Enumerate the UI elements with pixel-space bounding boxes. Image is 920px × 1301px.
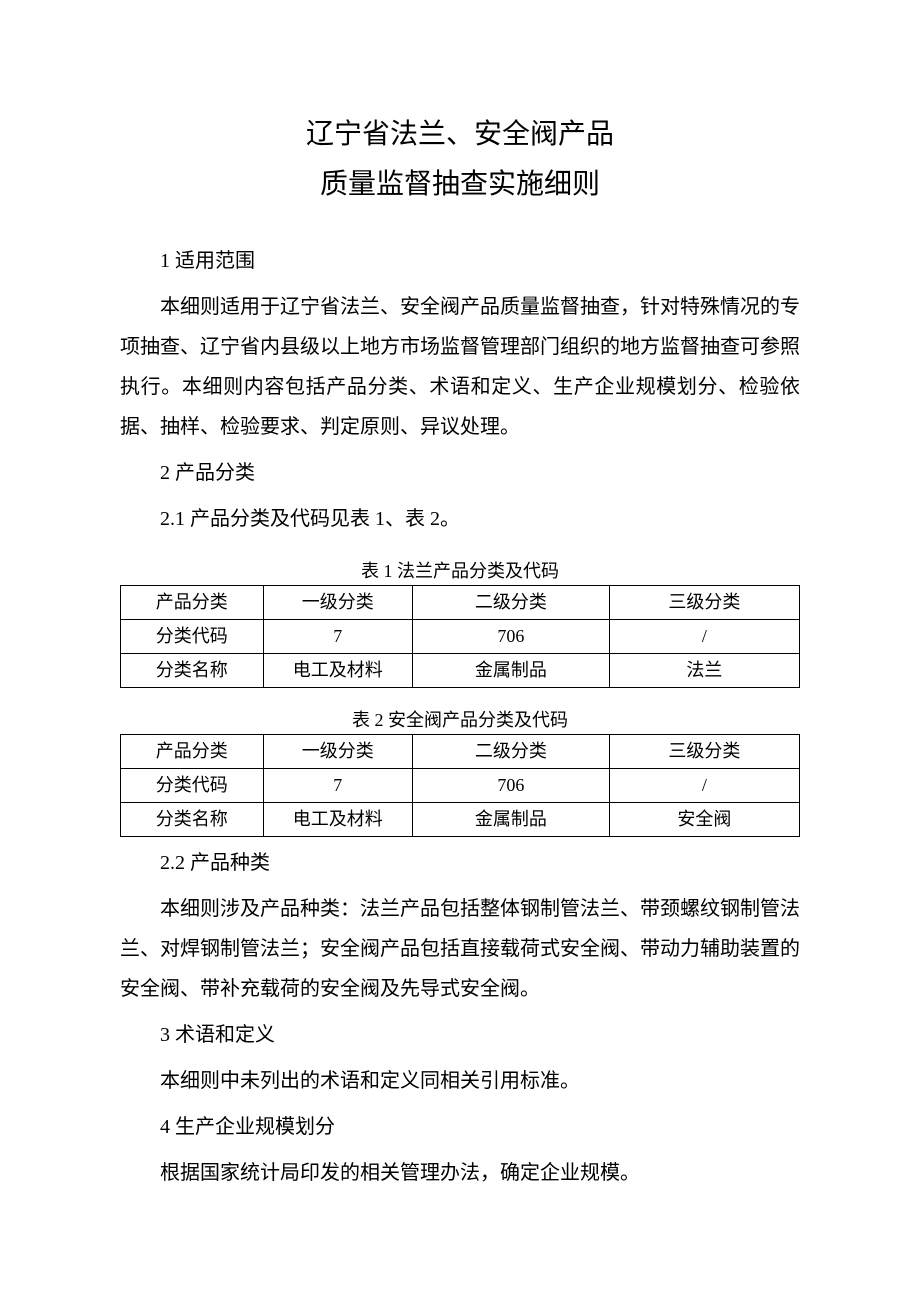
table-cell: 三级分类 [609,585,799,619]
table-cell: 二级分类 [412,734,609,768]
table-cell: 7 [263,768,412,802]
table-cell: 产品分类 [121,585,264,619]
table-2: 产品分类 一级分类 二级分类 三级分类 分类代码 7 706 / 分类名称 电工… [120,734,800,837]
table-cell: 二级分类 [412,585,609,619]
table-cell: 电工及材料 [263,802,412,836]
section-2-2-heading: 2.2 产品种类 [120,843,800,883]
table-cell: 一级分类 [263,734,412,768]
table-cell: 分类代码 [121,768,264,802]
section-4-heading: 4 生产企业规模划分 [120,1107,800,1147]
table-cell: 产品分类 [121,734,264,768]
table-row: 分类名称 电工及材料 金属制品 安全阀 [121,802,800,836]
table-cell: 分类代码 [121,619,264,653]
table-cell: / [609,619,799,653]
section-2-2-body: 本细则涉及产品种类：法兰产品包括整体钢制管法兰、带颈螺纹钢制管法兰、对焊钢制管法… [120,889,800,1009]
table-row: 分类代码 7 706 / [121,768,800,802]
table-cell: 一级分类 [263,585,412,619]
section-3-body: 本细则中未列出的术语和定义同相关引用标准。 [120,1061,800,1101]
document-title: 辽宁省法兰、安全阀产品 质量监督抽查实施细则 [120,110,800,211]
table-cell: 7 [263,619,412,653]
section-1-body: 本细则适用于辽宁省法兰、安全阀产品质量监督抽查，针对特殊情况的专项抽查、辽宁省内… [120,287,800,447]
table-cell: 分类名称 [121,653,264,687]
section-3-heading: 3 术语和定义 [120,1015,800,1055]
table-cell: 电工及材料 [263,653,412,687]
section-4-body: 根据国家统计局印发的相关管理办法，确定企业规模。 [120,1153,800,1193]
table-cell: 706 [412,768,609,802]
table-1: 产品分类 一级分类 二级分类 三级分类 分类代码 7 706 / 分类名称 电工… [120,585,800,688]
table-1-caption: 表 1 法兰产品分类及代码 [120,557,800,583]
table-row: 分类代码 7 706 / [121,619,800,653]
table-cell: 金属制品 [412,653,609,687]
section-2-heading: 2 产品分类 [120,453,800,493]
table-row: 产品分类 一级分类 二级分类 三级分类 [121,585,800,619]
document-page: 辽宁省法兰、安全阀产品 质量监督抽查实施细则 1 适用范围 本细则适用于辽宁省法… [0,0,920,1301]
table-2-caption: 表 2 安全阀产品分类及代码 [120,706,800,732]
section-2-1-line: 2.1 产品分类及代码见表 1、表 2。 [120,499,800,539]
table-cell: 分类名称 [121,802,264,836]
section-1-heading: 1 适用范围 [120,241,800,281]
table-row: 产品分类 一级分类 二级分类 三级分类 [121,734,800,768]
table-cell: 三级分类 [609,734,799,768]
table-row: 分类名称 电工及材料 金属制品 法兰 [121,653,800,687]
table-cell: 安全阀 [609,802,799,836]
table-cell: 金属制品 [412,802,609,836]
table-cell: / [609,768,799,802]
table-cell: 706 [412,619,609,653]
title-line-2: 质量监督抽查实施细则 [120,160,800,210]
title-line-1: 辽宁省法兰、安全阀产品 [120,110,800,160]
table-cell: 法兰 [609,653,799,687]
